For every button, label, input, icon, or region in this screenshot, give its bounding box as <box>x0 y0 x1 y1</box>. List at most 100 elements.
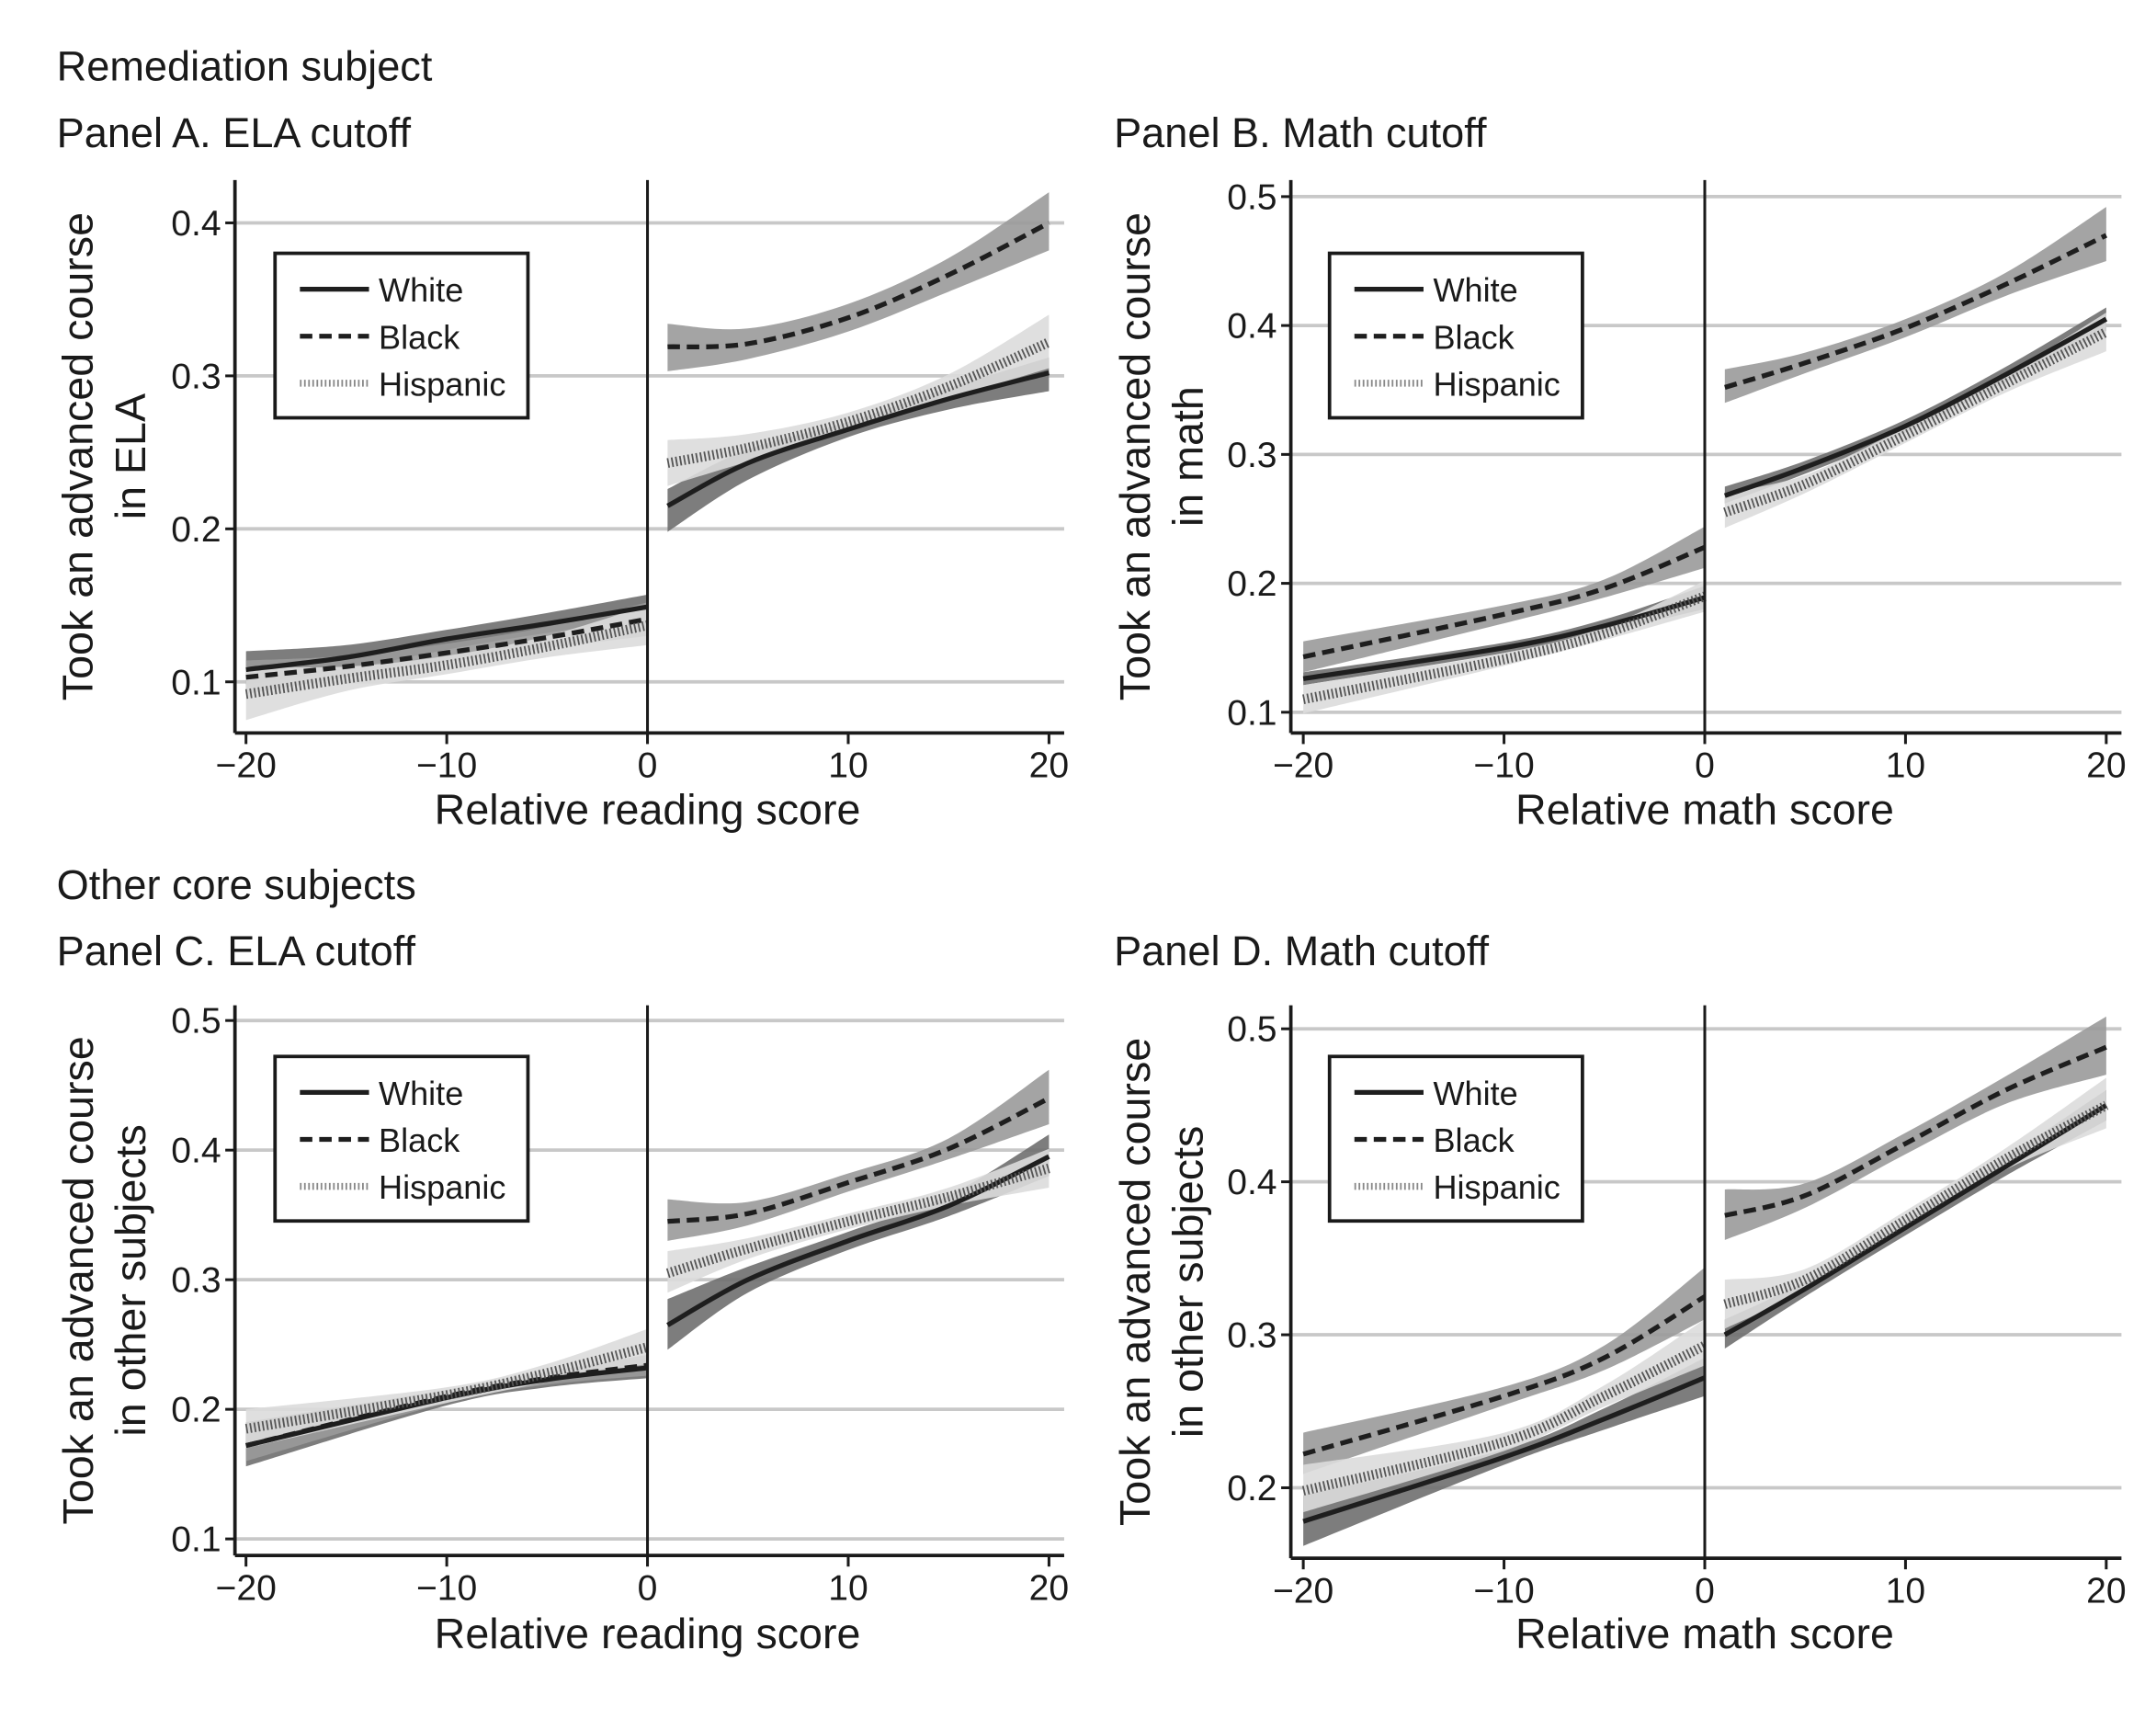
legend-label: Black <box>379 318 460 356</box>
legend-box <box>1327 1054 1584 1224</box>
y-tick-label: 0.4 <box>1227 1163 1277 1202</box>
ci-band-white <box>667 357 1050 532</box>
ci-band-black <box>1724 207 2106 404</box>
y-axis-label: in ELA <box>107 393 154 519</box>
legend-label: Hispanic <box>379 365 505 403</box>
x-tick-label: −10 <box>416 1568 477 1608</box>
y-tick-label: 0.2 <box>171 510 221 550</box>
legend-box <box>273 251 530 420</box>
y-axis-label: Took an advanced course <box>54 1036 102 1524</box>
y-tick-label: 0.5 <box>1227 1010 1277 1050</box>
panel-title: Panel D. Math cutoff <box>1114 928 1489 974</box>
series-line-white <box>245 604 648 673</box>
x-axis-label: Relative reading score <box>435 786 861 834</box>
x-tick-label: 20 <box>1029 1568 1069 1608</box>
ci-band-white <box>1303 1358 1705 1546</box>
panel-title: Panel C. ELA cutoff <box>57 928 416 974</box>
legend-label: Hispanic <box>1433 365 1560 403</box>
y-axis-label: in other subjects <box>1163 1126 1211 1438</box>
x-tick-label: 10 <box>828 746 868 786</box>
y-axis-label: in math <box>1163 386 1211 527</box>
y-tick-label: 0.5 <box>171 1002 221 1041</box>
y-axis-label: Took an advanced course <box>54 212 102 700</box>
legend-label: White <box>1433 271 1517 309</box>
x-tick-label: 10 <box>828 1568 868 1608</box>
series-line-black <box>1724 1044 2107 1218</box>
y-tick-label: 0.4 <box>171 204 221 244</box>
series-line-white <box>1723 316 2108 498</box>
series-line-black <box>1724 233 2108 390</box>
ci-band-black <box>667 192 1050 371</box>
x-tick-label: −20 <box>1273 1571 1333 1610</box>
x-axis-label: Relative reading score <box>435 1610 861 1657</box>
y-tick-label: 0.3 <box>1227 1316 1277 1356</box>
ci-band-black <box>667 1069 1050 1241</box>
y-tick-label: 0.1 <box>1227 693 1277 733</box>
x-axis-label: Relative math score <box>1515 1610 1894 1657</box>
legend-label: White <box>379 1075 463 1112</box>
y-tick-label: 0.4 <box>171 1132 221 1171</box>
legend-box <box>273 1054 530 1224</box>
x-tick-label: −10 <box>416 746 477 786</box>
y-tick-label: 0.1 <box>171 663 221 702</box>
ci-band-white <box>667 1134 1050 1350</box>
panel-c: Panel C. ELA cutoff 0.1 0.2 0.3 0.4 0.5 −20 −10… <box>54 928 1069 1657</box>
panel-a: Panel A. ELA cutoff 0.1 0.2 0.3 0.4 −20 −10 0 10… <box>54 109 1069 834</box>
x-tick-label: −20 <box>216 1568 277 1608</box>
y-tick-label: 0.3 <box>171 357 221 396</box>
series-line-black <box>245 1362 648 1449</box>
series-line-white <box>666 1154 1050 1327</box>
ci-band-hispanic <box>1303 580 1705 714</box>
ci-band-white <box>1303 586 1705 686</box>
series-line-white <box>1302 1375 1706 1524</box>
legend: White Black Hispanic <box>1327 251 1584 420</box>
series-line-black <box>667 1096 1050 1224</box>
y-tick-label: 0.3 <box>171 1261 221 1301</box>
legend: White Black Hispanic <box>1327 1054 1584 1224</box>
x-tick-label: 0 <box>1695 746 1715 786</box>
legend: White Black Hispanic <box>273 1054 530 1224</box>
x-tick-label: 20 <box>2086 746 2126 786</box>
x-tick-label: −20 <box>216 746 277 786</box>
panel-title: Panel B. Math cutoff <box>1114 109 1487 156</box>
x-tick-label: 20 <box>2086 1571 2126 1610</box>
group-title-remediation: Remediation subject <box>57 43 433 90</box>
y-tick-label: 0.3 <box>1227 436 1277 475</box>
ci-band-hispanic <box>667 314 1050 486</box>
x-tick-label: −10 <box>1473 746 1534 786</box>
series-line-hispanic <box>1302 591 1707 704</box>
ci-band-hispanic <box>1724 1077 2106 1329</box>
legend: White Black Hispanic <box>273 251 530 420</box>
x-tick-label: 0 <box>1695 1571 1715 1610</box>
series-line-hispanic <box>1723 1100 2109 1309</box>
x-tick-label: −20 <box>1273 746 1333 786</box>
legend-label: Black <box>1433 318 1515 356</box>
ci-band-black <box>1303 1267 1705 1474</box>
group-title-other: Other core subjects <box>57 861 416 908</box>
y-tick-label: 0.4 <box>1227 307 1277 347</box>
panel-title: Panel A. ELA cutoff <box>57 109 412 156</box>
series-line-hispanic <box>665 1163 1050 1279</box>
y-axis-label: in other subjects <box>107 1124 154 1436</box>
series-line-hispanic <box>1301 1341 1708 1496</box>
series-line-white <box>1723 1103 2108 1337</box>
series-line-hispanic <box>244 1342 649 1434</box>
legend-label: Black <box>1433 1121 1515 1159</box>
x-tick-label: 0 <box>638 746 658 786</box>
y-axis-label: Took an advanced course <box>1111 1038 1159 1526</box>
x-tick-label: 0 <box>638 1568 658 1608</box>
x-axis-label: Relative math score <box>1515 786 1894 834</box>
panel-b: Panel B. Math cutoff 0.1 0.2 0.3 0.4 0.5 −20 −1… <box>1111 109 2126 834</box>
x-tick-label: 20 <box>1029 746 1069 786</box>
legend-box <box>1327 251 1584 420</box>
y-axis-label: Took an advanced course <box>1111 212 1159 700</box>
legend-label: Black <box>379 1121 460 1159</box>
ci-band-black <box>1724 1016 2106 1240</box>
y-tick-label: 0.2 <box>1227 564 1277 604</box>
series-line-black <box>245 616 649 680</box>
legend-label: White <box>379 271 463 309</box>
x-tick-label: 10 <box>1886 746 1925 786</box>
legend-label: Hispanic <box>1433 1168 1560 1206</box>
panel-d: Panel D. Math cutoff 0.2 0.3 0.4 0.5 −20 −10 0 1… <box>1111 928 2126 1657</box>
